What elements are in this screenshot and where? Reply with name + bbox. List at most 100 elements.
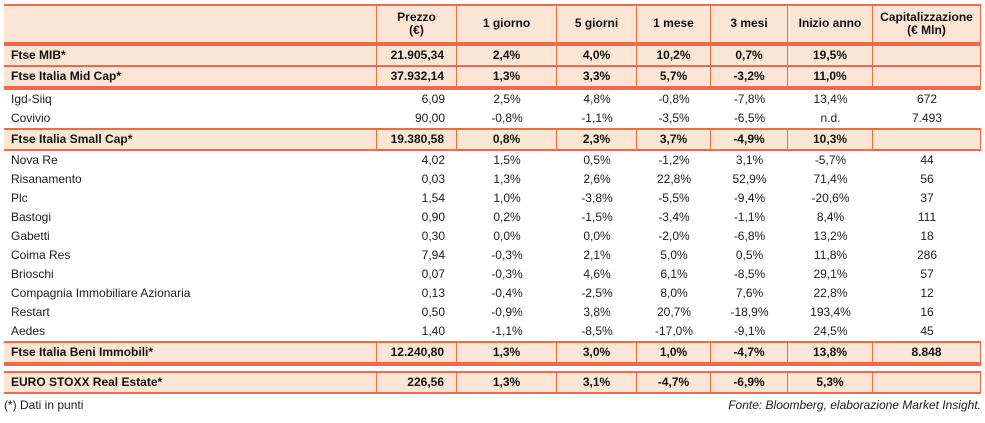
cell-3-mesi: -9,4% [733,190,766,205]
cell-prezzo: 0,30 [421,228,445,243]
cell-3-mesi: -18,9% [730,304,769,319]
cell-capitalizzazione: 286 [916,247,938,262]
table-row: Coima Res 7,94 -0,3% 2,1% 5,0% 0,5% 11,8% 286 [4,246,981,265]
cell-prezzo: 0,13 [421,285,445,300]
cell-1-giorno: -0,9% [491,304,523,319]
cell-1-mese: -3,4% [658,209,690,224]
cell-1-giorno: 0,8% [457,130,557,149]
cell-1-mese: 5,7% [637,67,711,86]
cell-5-giorni: 2,6% [583,171,611,186]
cell-name: EURO STOXX Real Estate* [4,373,377,392]
cell-1-giorno: 1,0% [493,190,521,205]
cell-name: Compagnia Immobiliare Azionaria [11,285,191,300]
cell-1-mese: -3,5% [658,110,690,125]
table-row: Ftse MIB* 21.905,34 2,4% 4,0% 10,2% 0,7% 19,5% [4,46,981,65]
cell-3-mesi: -8,5% [733,266,766,281]
cell-prezzo: 7,94 [421,247,445,262]
cell-1-giorno: -0,3% [491,247,523,262]
table-rule [4,86,981,90]
cell-1-giorno: 1,3% [457,343,557,362]
cell-5-giorni: 2,3% [557,130,637,149]
cell-name: Restart [11,304,50,319]
cell-capitalizzazione [873,46,981,65]
cell-name: Covivio [11,110,51,125]
cell-3-mesi: -4,7% [711,343,788,362]
cell-3-mesi: 52,9% [732,171,767,186]
cell-5-giorni: 3,3% [557,67,637,86]
cell-5-giorni: 4,0% [557,46,637,65]
table-row: Plc 1,54 1,0% -3,8% -5,5% -9,4% -20,6% 37 [4,189,981,208]
table-row: Aedes 1,40 -1,1% -8,5% -17,0% -9,1% 24,5% 45 [4,322,981,341]
header-cell-5-giorni: 5 giorni [557,6,637,42]
cell-capitalizzazione [873,373,981,392]
cell-1-mese: -2,0% [658,228,690,243]
cell-inizio-anno: -20,6% [811,190,850,205]
cell-1-giorno: -1,1% [491,323,523,338]
table-top-rule [4,4,981,6]
footnote: (*) Dati in punti [4,398,84,412]
table-row: Ftse Italia Mid Cap* 37.932,14 1,3% 3,3% 5,7… [4,67,981,86]
cell-1-giorno: 1,3% [457,67,557,86]
cell-1-giorno: 1,5% [493,152,521,167]
cell-name: Ftse Italia Mid Cap* [4,67,377,86]
cell-5-giorni: 2,1% [583,247,611,262]
cell-name: Ftse Italia Small Cap* [4,130,377,149]
cell-prezzo: 90,00 [414,110,445,125]
cell-5-giorni: -1,1% [581,110,613,125]
table-row: Igd-Siiq 6,09 2,5% 4,8% -0,8% -7,8% 13,4% 672 [4,90,981,109]
cell-name: Gabetti [11,228,50,243]
cell-capitalizzazione: 45 [920,323,934,338]
cell-1-mese: 22,8% [656,171,692,186]
cell-1-mese: 10,2% [637,46,711,65]
cell-1-giorno: 2,5% [493,91,521,106]
cell-prezzo: 37.932,14 [377,67,457,86]
cell-name: Aedes [11,323,46,338]
cell-capitalizzazione: 37 [920,190,934,205]
table-header-row: Prezzo (€) 1 giorno 5 giorni 1 mese 3 me… [4,6,981,42]
cell-inizio-anno: n.d. [820,110,841,125]
cell-1-giorno: 0,0% [493,228,521,243]
cell-inizio-anno: 13,4% [813,91,848,106]
cell-prezzo: 6,09 [421,91,445,106]
cell-capitalizzazione: 8.848 [873,343,981,362]
cell-5-giorni: 4,6% [583,266,611,281]
cell-capitalizzazione [873,67,981,86]
cell-inizio-anno: 22,8% [813,285,848,300]
table-row: Ftse Italia Small Cap* 19.380,58 0,8% 2,3% 3… [4,130,981,149]
cell-inizio-anno: 13,8% [788,343,873,362]
table-rule [4,392,981,394]
cell-inizio-anno: 11,0% [788,67,873,86]
header-cell-inizio-anno: Inizio anno [788,6,873,42]
cell-name: Plc [11,190,28,205]
cell-prezzo: 0,50 [421,304,445,319]
cell-capitalizzazione: 57 [920,266,934,281]
cell-3-mesi: -9,1% [733,323,766,338]
cell-1-mese: 5,0% [660,247,688,262]
cell-3-mesi: 3,1% [735,152,764,167]
cell-5-giorni: 4,8% [583,91,611,106]
cell-3-mesi: -6,5% [733,110,766,125]
table-rule [4,149,981,151]
table-row: Bastogi 0,90 0,2% -1,5% -3,4% -1,1% 8,4% 111 [4,208,981,227]
cell-1-mese: -17,0% [654,323,694,338]
cell-prezzo: 21.905,34 [377,46,457,65]
cell-inizio-anno: 29,1% [813,266,848,281]
cell-1-mese: 20,7% [656,304,692,319]
cell-capitalizzazione: 44 [920,152,934,167]
table-row: Nova Re 4,02 1,5% 0,5% -1,2% 3,1% -5,7% 44 [4,151,981,170]
cell-1-mese: 1,0% [637,343,711,362]
cell-1-mese: -4,7% [637,373,711,392]
cell-inizio-anno: 13,2% [813,228,848,243]
cell-prezzo: 0,03 [421,171,445,186]
cell-name: Bastogi [11,209,52,224]
cell-1-mese: 8,0% [660,285,688,300]
cell-inizio-anno: 193,4% [810,304,851,319]
cell-prezzo: 226,56 [377,373,457,392]
cell-3-mesi: -6,8% [733,228,766,243]
cell-name: Coima Res [11,247,71,262]
cell-inizio-anno: 71,4% [813,171,848,186]
cell-1-giorno: 1,3% [493,171,521,186]
cell-1-giorno: 0,2% [493,209,521,224]
cell-name: Risanamento [11,171,82,186]
cell-name: Ftse MIB* [4,46,377,65]
